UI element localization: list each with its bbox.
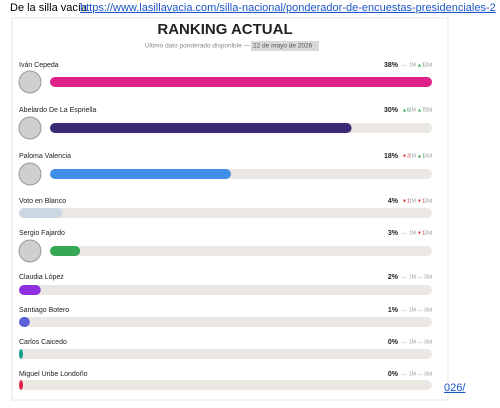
candidate-name: Carlos Caicedo xyxy=(19,339,67,346)
change-label: 30d xyxy=(424,274,433,280)
change-1m: — xyxy=(402,230,407,236)
candidate-name: Santiago Botero xyxy=(19,307,69,314)
change-1m: — xyxy=(402,371,407,377)
bar-track xyxy=(19,380,432,390)
value-label: 0% xyxy=(388,371,399,378)
change-1m: ▼3 xyxy=(402,153,410,159)
candidate-name: Voto en Blanco xyxy=(19,198,66,205)
change-30d: ▼1 xyxy=(417,230,425,236)
change-label: 30d xyxy=(424,107,433,113)
change-30d: ▲7 xyxy=(417,107,425,113)
bar-track xyxy=(19,208,432,218)
value-label: 4% xyxy=(388,198,399,205)
change-1m: — xyxy=(402,274,407,280)
bar xyxy=(50,246,81,256)
footer-link[interactable]: 026/ xyxy=(444,382,466,394)
bar-track xyxy=(50,246,432,256)
change-1m: — xyxy=(402,339,407,345)
bar xyxy=(50,77,432,87)
avatar xyxy=(18,239,42,263)
change-30d: — xyxy=(417,307,422,313)
change-1m: ▼1 xyxy=(402,198,410,204)
value-label: 0% xyxy=(388,339,399,346)
candidate-name: Paloma Valencia xyxy=(19,153,71,160)
candidate-name: Iván Cepeda xyxy=(19,62,59,69)
source-link[interactable]: https://www.lasillavacia.com/silla-nacio… xyxy=(80,2,496,14)
value-label: 2% xyxy=(388,274,399,281)
change-label: 30d xyxy=(424,371,433,377)
source-text: De la silla vacía xyxy=(10,2,88,14)
change-30d: — xyxy=(417,274,422,280)
bar-track xyxy=(19,317,432,327)
value-label: 30% xyxy=(384,107,399,114)
value-label: 3% xyxy=(388,230,399,237)
avatar xyxy=(18,116,42,140)
change-30d: ▲1 xyxy=(417,62,425,68)
date: 22 de mayo de 2026 xyxy=(253,43,313,50)
change-label: 30d xyxy=(424,153,433,159)
change-label: 30d xyxy=(424,339,433,345)
change-label: 1M xyxy=(409,153,416,159)
change-30d: — xyxy=(417,371,422,377)
avatar xyxy=(18,70,42,94)
change-1m: — xyxy=(402,307,407,313)
change-label: 1M xyxy=(409,107,416,113)
change-label: 1M xyxy=(409,62,416,68)
bar-track xyxy=(19,285,432,295)
value-label: 38% xyxy=(384,62,399,69)
date-highlight xyxy=(251,41,319,51)
change-label: 1M xyxy=(409,339,416,345)
change-label: 1M xyxy=(409,307,416,313)
candidate-name: Sergio Fajardo xyxy=(19,230,65,237)
bar-track xyxy=(19,349,432,359)
change-label: 30d xyxy=(424,198,433,204)
bar xyxy=(19,208,63,218)
bar xyxy=(19,317,30,327)
change-label: 1M xyxy=(409,198,416,204)
bar xyxy=(19,349,23,359)
bar xyxy=(19,380,23,390)
value-label: 18% xyxy=(384,153,399,160)
change-label: 30d xyxy=(424,230,433,236)
bar xyxy=(50,169,231,179)
value-label: 1% xyxy=(388,307,399,314)
chart-title: RANKING ACTUAL xyxy=(157,21,292,38)
change-label: 1M xyxy=(409,371,416,377)
change-label: 1M xyxy=(409,230,416,236)
bar xyxy=(50,123,352,133)
change-30d: ▲1 xyxy=(417,153,425,159)
subtitle: Último dato ponderado disponible — xyxy=(145,41,251,50)
change-30d: ▼1 xyxy=(417,198,425,204)
candidate-name: Abelardo De La Espriella xyxy=(19,107,97,114)
change-1m: ▲6 xyxy=(402,107,410,113)
change-1m: — xyxy=(402,62,407,68)
bar xyxy=(19,285,41,295)
change-30d: — xyxy=(417,339,422,345)
change-label: 30d xyxy=(424,307,433,313)
avatar xyxy=(18,162,42,186)
change-label: 1M xyxy=(409,274,416,280)
change-label: 30d xyxy=(424,62,433,68)
candidate-name: Claudia López xyxy=(19,274,64,281)
candidate-name: Miguel Uribe Londoño xyxy=(19,371,88,378)
